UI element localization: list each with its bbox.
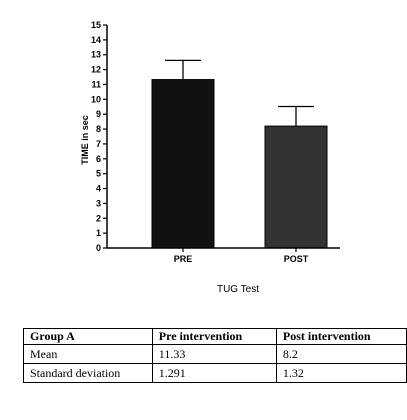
bar-post xyxy=(264,125,328,249)
table-cell: 11.33 xyxy=(151,344,277,364)
table-header-cell: Group A xyxy=(23,328,153,345)
table-header-row: Group A Pre intervention Post interventi… xyxy=(23,328,407,345)
y-tick-label: 14 xyxy=(91,35,101,45)
y-tick-label: 10 xyxy=(91,94,101,104)
table-row: Mean 11.33 8.2 xyxy=(23,344,407,364)
y-tick-label: 7 xyxy=(96,139,101,149)
bar-pre xyxy=(151,79,215,249)
y-tick-label: 11 xyxy=(91,79,101,89)
table-row: Standard deviation 1.291 1.32 xyxy=(23,363,407,383)
y-tick-label: 0 xyxy=(96,243,101,253)
table-cell: Standard deviation xyxy=(23,363,153,383)
y-tick-label: 6 xyxy=(96,154,101,164)
table-cell: Mean xyxy=(23,344,153,364)
table-cell: 8.2 xyxy=(275,344,407,364)
x-tick-label: PRE xyxy=(174,254,193,264)
table-cell: 1.291 xyxy=(151,363,277,383)
y-tick-label: 8 xyxy=(96,124,101,134)
table-header-cell: Pre intervention xyxy=(151,328,277,345)
y-tick-label: 15 xyxy=(91,20,101,30)
y-tick-label: 9 xyxy=(96,109,101,119)
y-axis-title: TIME in sec xyxy=(80,115,90,165)
bars xyxy=(151,59,328,249)
x-tick-label: POST xyxy=(284,254,309,264)
x-axis-title: TUG Test xyxy=(217,284,259,295)
y-tick-label: 12 xyxy=(91,65,101,75)
y-tick-label: 3 xyxy=(96,198,101,208)
table-cell: 1.32 xyxy=(275,363,407,383)
x-axis: PRE POST xyxy=(107,247,340,264)
y-tick-label: 13 xyxy=(91,50,101,60)
y-tick-label: 4 xyxy=(96,184,101,194)
y-tick-label: 5 xyxy=(96,169,101,179)
table-header-cell: Post intervention xyxy=(275,328,407,345)
y-tick-label: 1 xyxy=(96,228,101,238)
stats-table: Group A Pre intervention Post interventi… xyxy=(23,328,407,383)
y-tick-label: 2 xyxy=(96,213,101,223)
